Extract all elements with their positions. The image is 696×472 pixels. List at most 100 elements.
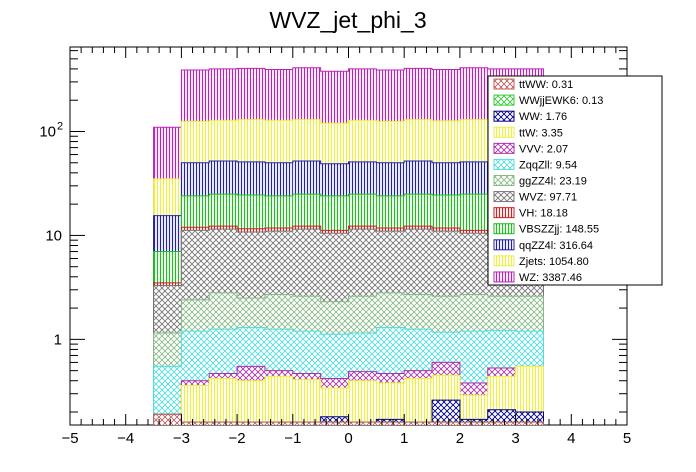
bar-ggZZ4l-bin-2 (209, 292, 238, 330)
bar-ggZZ4l-bin-7 (348, 296, 377, 334)
bar-ZqqZll-bin-12 (487, 330, 516, 369)
bar-qqZZ4l-bin-1 (181, 162, 210, 196)
legend-swatch-qqZZ4l (493, 239, 515, 251)
bar-ZqqZll-bin-1 (181, 331, 210, 381)
x-tick-label: 4 (567, 430, 575, 447)
bar-Zjets-bin-5 (292, 119, 321, 162)
y-tick-label-exponent: 2 (57, 120, 63, 132)
x-tick-label: −1 (284, 430, 301, 447)
outline-Zjets (153, 119, 544, 425)
bar-VBSZZjj-bin-9 (404, 194, 433, 227)
series-VVV (153, 361, 544, 425)
bar-WW-bin-10 (432, 400, 460, 423)
bar-WZ-bin-1 (181, 70, 210, 122)
x-tick-label: −5 (61, 430, 78, 447)
outline-qqZZ4l (153, 160, 544, 425)
bar-WVZ-bin-11 (459, 233, 488, 295)
bar-VVV-bin-12 (487, 368, 516, 377)
legend-swatch-VVV (493, 142, 515, 154)
bar-qqZZ4l-bin-8 (376, 162, 405, 196)
bar-qqZZ4l-bin-0 (153, 215, 182, 252)
bar-WVZ-bin-3 (237, 231, 265, 299)
bar-VVV-bin-9 (404, 370, 433, 379)
legend-box (487, 75, 663, 286)
bar-WW-bin-13 (515, 412, 544, 423)
bar-VVV-bin-6 (320, 378, 349, 389)
bar-ttWW-bin-11 (459, 422, 488, 425)
bar-WW-bin-8 (376, 419, 405, 423)
bar-VH-bin-8 (376, 227, 405, 232)
bar-ttW-bin-12 (487, 376, 516, 410)
bar-VH-bin-0 (153, 282, 182, 286)
bar-ggZZ4l-bin-11 (459, 294, 488, 332)
bar-ggZZ4l-bin-1 (181, 299, 210, 332)
bar-VVV-bin-7 (348, 371, 377, 381)
bar-ZqqZll-bin-3 (237, 327, 265, 367)
bar-WVZ-bin-1 (181, 230, 210, 300)
bar-VBSZZjj-bin-6 (320, 195, 349, 231)
bar-ttW-bin-11 (459, 395, 488, 420)
legend-swatch-ggZZ4l (493, 175, 515, 186)
bar-ttWW-bin-12 (487, 422, 516, 425)
bar-ZqqZll-bin-7 (348, 333, 377, 372)
legend-label-qqZZ4l: qqZZ4l: 316.64 (519, 240, 593, 252)
bar-VH-bin-7 (348, 226, 377, 230)
legend-label-ZqqZll: ZqqZll: 9.54 (519, 159, 577, 171)
bar-qqZZ4l-bin-5 (292, 161, 321, 195)
stacked-bars (153, 67, 544, 425)
series-ttW (153, 365, 544, 425)
x-tick-label: −3 (173, 430, 190, 447)
bar-ttWW-bin-1 (181, 422, 210, 425)
bar-ggZZ4l-bin-0 (153, 333, 182, 367)
bar-WVZ-bin-5 (292, 229, 321, 297)
bar-ZqqZll-bin-9 (404, 329, 433, 371)
bar-ttWW-bin-7 (348, 422, 377, 425)
legend: ttWW: 0.31 WWjjEWK6: 0.13 WW: 1.76 ttW: 3.3… (487, 75, 663, 286)
legend-swatch-Zjets (493, 255, 515, 267)
legend-label-VVV: VVV: 2.07 (519, 143, 568, 155)
legend-label-VBSZZjj: VBSZZjj: 148.55 (519, 224, 599, 236)
bar-WW-bin-11 (459, 419, 488, 423)
bar-Zjets-bin-2 (209, 120, 238, 162)
bar-WW-bin-6 (320, 416, 349, 423)
bar-VBSZZjj-bin-11 (459, 194, 488, 231)
bar-WZ-bin-10 (432, 69, 460, 121)
bar-VH-bin-9 (404, 226, 433, 230)
bar-Zjets-bin-11 (459, 119, 488, 162)
bar-VVV-bin-8 (376, 373, 405, 384)
bar-WVZ-bin-0 (153, 285, 182, 334)
bar-ZqqZll-bin-5 (292, 331, 321, 374)
bar-WVZ-bin-6 (320, 233, 349, 302)
bar-ggZZ4l-bin-5 (292, 296, 321, 332)
bar-VBSZZjj-bin-8 (376, 195, 405, 228)
bar-WZ-bin-4 (264, 69, 293, 121)
bar-ttW-bin-7 (348, 380, 377, 423)
legend-swatch-WWjjEWK6 (493, 94, 515, 106)
bar-ttWW-bin-2 (209, 422, 238, 425)
legend-label-VH: VH: 18.18 (519, 208, 568, 220)
bar-WVZ-bin-4 (264, 231, 293, 295)
bar-WZ-bin-3 (237, 68, 265, 120)
bar-VH-bin-6 (320, 230, 349, 234)
bar-VVV-bin-4 (264, 370, 293, 377)
bar-Zjets-bin-9 (404, 119, 433, 162)
y-tick-label: 1 (54, 331, 62, 348)
legend-label-WZ: WZ: 3387.46 (519, 272, 582, 284)
series-ZqqZll (153, 327, 544, 425)
bar-Zjets-bin-7 (348, 120, 377, 162)
bar-VBSZZjj-bin-4 (264, 195, 293, 228)
bar-ggZZ4l-bin-10 (432, 296, 460, 333)
bar-WVZ-bin-7 (348, 229, 377, 297)
legend-swatch-ttW (493, 126, 515, 138)
bar-ggZZ4l-bin-4 (264, 294, 293, 330)
bar-VVV-bin-10 (432, 362, 460, 376)
bar-WVZ-bin-2 (209, 229, 238, 293)
bar-qqZZ4l-bin-7 (348, 161, 377, 195)
bar-ZqqZll-bin-11 (459, 331, 488, 384)
bar-WVZ-bin-10 (432, 231, 460, 297)
bar-VH-bin-10 (432, 227, 460, 232)
bar-ttWW-bin-6 (320, 422, 349, 425)
bar-ttW-bin-1 (181, 385, 210, 423)
bar-VVV-bin-11 (459, 383, 488, 396)
